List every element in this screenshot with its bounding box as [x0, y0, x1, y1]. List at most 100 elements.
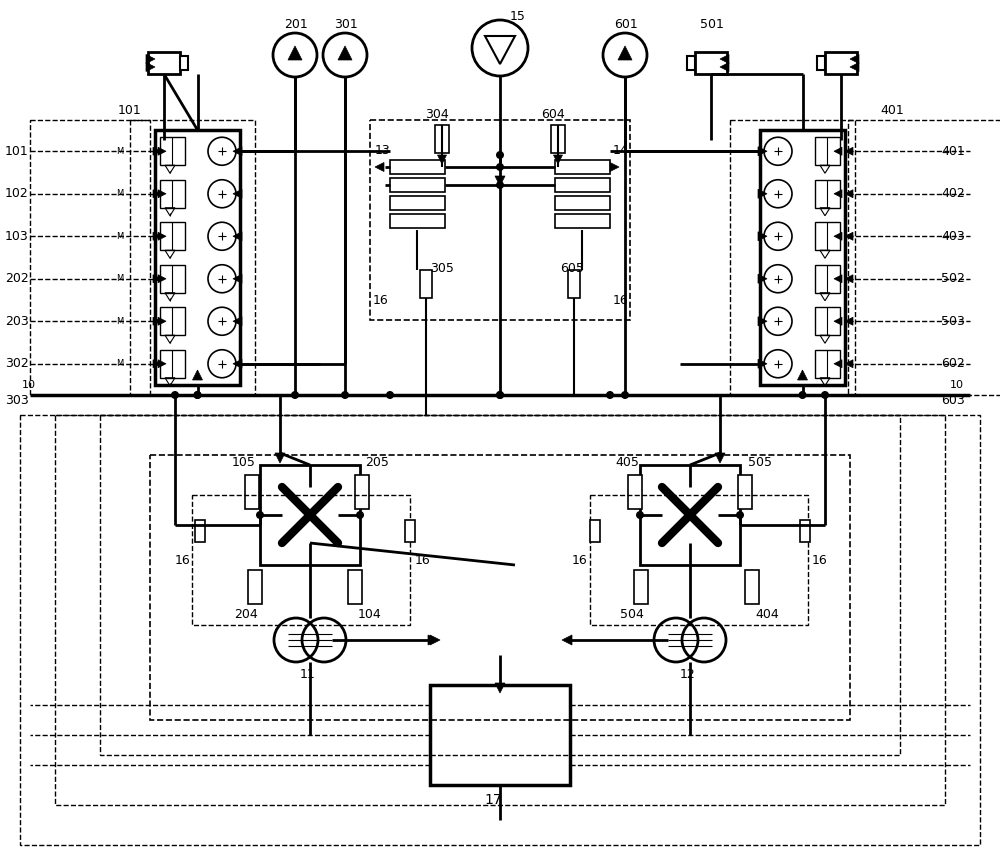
- Text: 16: 16: [373, 293, 389, 306]
- Polygon shape: [834, 148, 842, 155]
- Circle shape: [496, 151, 504, 159]
- Polygon shape: [153, 275, 161, 283]
- Circle shape: [736, 511, 744, 519]
- Polygon shape: [495, 683, 505, 693]
- Text: 503: 503: [941, 315, 965, 328]
- Polygon shape: [438, 155, 446, 164]
- Text: M: M: [116, 147, 124, 156]
- Text: 403: 403: [941, 230, 965, 243]
- Text: 303: 303: [5, 394, 29, 407]
- Polygon shape: [834, 190, 842, 197]
- Text: 203: 203: [5, 315, 29, 328]
- Polygon shape: [158, 148, 166, 155]
- Bar: [160, 350, 185, 378]
- Text: 602: 602: [941, 357, 965, 371]
- Polygon shape: [158, 317, 166, 325]
- Bar: [848, 120, 1000, 395]
- Text: 305: 305: [430, 262, 454, 275]
- Text: 205: 205: [365, 456, 389, 468]
- Circle shape: [194, 391, 202, 399]
- Text: 16: 16: [572, 553, 588, 566]
- Polygon shape: [233, 360, 242, 368]
- Polygon shape: [192, 370, 202, 380]
- Bar: [155, 130, 240, 385]
- Bar: [817, 56, 825, 70]
- Circle shape: [606, 391, 614, 399]
- Text: 201: 201: [284, 19, 308, 32]
- Text: 103: 103: [5, 230, 29, 243]
- Polygon shape: [618, 46, 632, 60]
- Polygon shape: [845, 190, 853, 197]
- Polygon shape: [720, 55, 729, 63]
- Bar: [590, 495, 808, 625]
- Polygon shape: [233, 275, 242, 283]
- Bar: [815, 222, 840, 251]
- Text: 501: 501: [700, 19, 724, 32]
- Bar: [435, 125, 449, 153]
- Text: 204: 204: [234, 607, 258, 620]
- Bar: [738, 475, 752, 509]
- Circle shape: [171, 391, 179, 399]
- Bar: [30, 120, 150, 395]
- Bar: [55, 415, 945, 805]
- Bar: [148, 52, 180, 74]
- Circle shape: [194, 391, 202, 399]
- Bar: [192, 495, 410, 625]
- Polygon shape: [338, 46, 352, 60]
- Circle shape: [621, 391, 629, 399]
- Circle shape: [496, 391, 504, 399]
- Text: M: M: [116, 360, 124, 368]
- Polygon shape: [158, 360, 166, 368]
- Text: 402: 402: [941, 187, 965, 200]
- Circle shape: [636, 511, 644, 519]
- Bar: [370, 120, 630, 320]
- Bar: [760, 130, 845, 385]
- Bar: [245, 475, 259, 509]
- Text: M: M: [116, 190, 124, 198]
- Polygon shape: [845, 275, 853, 283]
- Polygon shape: [758, 317, 767, 326]
- Bar: [687, 56, 695, 70]
- Bar: [100, 415, 900, 755]
- Circle shape: [256, 511, 264, 519]
- Text: 16: 16: [175, 553, 191, 566]
- Polygon shape: [153, 360, 161, 368]
- Bar: [390, 160, 445, 174]
- Polygon shape: [845, 317, 853, 325]
- Polygon shape: [834, 233, 842, 240]
- Bar: [825, 52, 857, 74]
- Bar: [430, 685, 570, 785]
- Bar: [160, 179, 185, 208]
- Polygon shape: [275, 453, 285, 463]
- Text: 202: 202: [5, 272, 29, 285]
- Bar: [150, 455, 850, 720]
- Bar: [390, 214, 445, 228]
- Polygon shape: [758, 190, 767, 198]
- Circle shape: [356, 511, 364, 519]
- Bar: [815, 307, 840, 335]
- Polygon shape: [153, 190, 161, 197]
- Circle shape: [496, 181, 504, 189]
- Circle shape: [291, 391, 299, 399]
- Bar: [745, 570, 759, 604]
- Polygon shape: [610, 162, 619, 172]
- Bar: [405, 520, 415, 542]
- Text: 505: 505: [748, 456, 772, 468]
- Polygon shape: [288, 46, 302, 60]
- Bar: [20, 415, 980, 845]
- Bar: [590, 520, 600, 542]
- Circle shape: [341, 391, 349, 399]
- Circle shape: [496, 391, 504, 399]
- Text: 10: 10: [950, 380, 964, 390]
- Text: 16: 16: [812, 553, 828, 566]
- Polygon shape: [153, 148, 161, 155]
- Bar: [800, 520, 810, 542]
- Polygon shape: [158, 190, 166, 197]
- Text: 102: 102: [5, 187, 29, 200]
- Bar: [730, 120, 855, 395]
- Bar: [420, 270, 432, 298]
- Polygon shape: [834, 317, 842, 325]
- Bar: [160, 222, 185, 251]
- Polygon shape: [233, 317, 242, 326]
- Bar: [568, 270, 580, 298]
